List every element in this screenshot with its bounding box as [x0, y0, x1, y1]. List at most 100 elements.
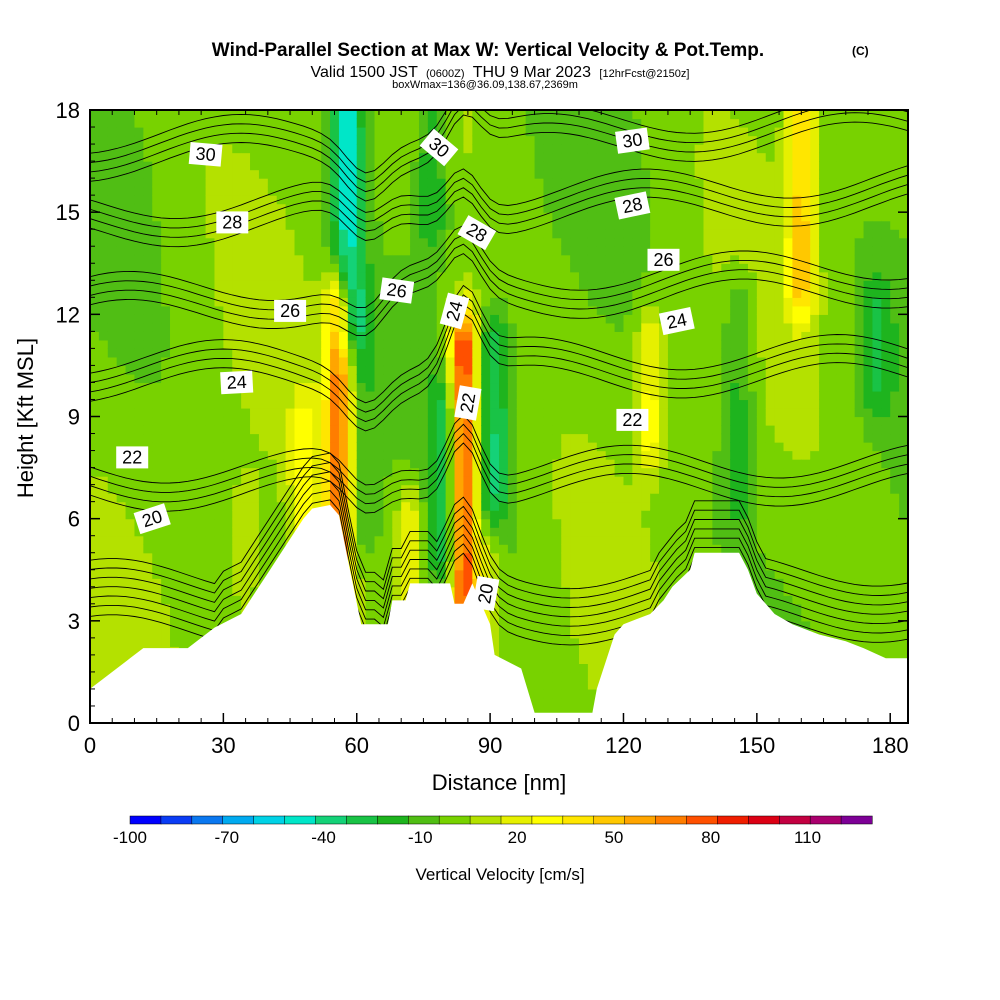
velocity-cell — [570, 552, 580, 562]
velocity-cell — [125, 186, 136, 196]
velocity-cell — [365, 544, 376, 554]
velocity-cell — [116, 169, 127, 179]
velocity-cell — [641, 322, 651, 332]
velocity-cell — [187, 322, 198, 332]
velocity-cell — [392, 305, 402, 315]
velocity-cell — [321, 297, 331, 307]
velocity-cell — [347, 382, 358, 392]
velocity-cell — [436, 280, 447, 290]
velocity-cell — [187, 569, 198, 579]
velocity-cell — [516, 229, 527, 239]
velocity-cell — [187, 118, 198, 128]
velocity-cell — [312, 322, 322, 332]
velocity-cell — [499, 501, 509, 511]
velocity-cell — [499, 459, 509, 469]
velocity-cell — [579, 603, 589, 613]
velocity-cell — [214, 518, 224, 528]
velocity-cell — [241, 135, 251, 145]
velocity-cell — [516, 561, 527, 571]
velocity-cell — [445, 263, 456, 273]
velocity-cell — [490, 637, 500, 647]
velocity-cell — [490, 271, 500, 281]
velocity-cell — [570, 390, 580, 401]
velocity-cell — [410, 178, 420, 188]
velocity-cell — [338, 442, 349, 452]
velocity-cell — [659, 373, 669, 384]
velocity-cell — [178, 586, 189, 596]
velocity-cell — [187, 484, 198, 494]
velocity-cell — [463, 442, 473, 452]
velocity-cell — [178, 339, 189, 349]
velocity-cell — [614, 288, 625, 298]
velocity-cell — [534, 407, 545, 418]
velocity-cell — [499, 229, 509, 239]
velocity-cell — [454, 339, 465, 349]
velocity-cell — [659, 237, 669, 247]
velocity-cell — [516, 288, 527, 298]
velocity-cell — [161, 544, 171, 554]
velocity-cell — [543, 161, 553, 171]
velocity-cell — [454, 263, 465, 273]
velocity-cell — [392, 186, 402, 196]
velocity-cell — [205, 603, 216, 613]
velocity-cell — [214, 288, 224, 298]
velocity-cell — [365, 118, 376, 128]
velocity-cell — [312, 433, 322, 443]
velocity-cell — [579, 339, 589, 349]
velocity-cell — [623, 527, 633, 537]
velocity-cell — [605, 382, 616, 392]
velocity-cell — [294, 271, 304, 281]
velocity-cell — [685, 144, 696, 154]
velocity-cell — [561, 646, 571, 656]
velocity-cell — [125, 646, 136, 656]
velocity-cell — [392, 459, 402, 469]
velocity-cell — [392, 399, 402, 409]
velocity-cell — [90, 144, 100, 154]
velocity-cell — [223, 152, 233, 162]
velocity-cell — [401, 382, 411, 392]
velocity-cell — [170, 203, 180, 213]
velocity-cell — [170, 314, 180, 324]
velocity-cell — [561, 331, 571, 341]
velocity-cell — [107, 459, 118, 469]
velocity-cell — [134, 203, 144, 213]
velocity-cell — [267, 501, 278, 511]
velocity-cell — [694, 280, 705, 290]
velocity-cell — [214, 118, 224, 128]
velocity-cell — [285, 220, 296, 230]
velocity-cell — [107, 178, 118, 188]
velocity-cell — [187, 288, 198, 298]
velocity-cell — [499, 390, 509, 401]
velocity-cell — [552, 144, 562, 154]
velocity-cell — [650, 271, 660, 281]
velocity-cell — [410, 161, 420, 171]
velocity-cell — [445, 186, 456, 196]
velocity-cell — [134, 135, 144, 145]
velocity-cell — [587, 433, 598, 443]
velocity-cell — [107, 552, 118, 562]
velocity-cell — [241, 144, 251, 154]
velocity-cell — [596, 280, 607, 290]
velocity-cell — [205, 212, 216, 222]
velocity-cell — [596, 246, 607, 256]
velocity-cell — [232, 280, 242, 290]
velocity-cell — [587, 442, 598, 452]
velocity-cell — [232, 339, 242, 349]
velocity-cell — [90, 195, 100, 205]
velocity-cell — [374, 254, 385, 264]
velocity-cell — [641, 527, 651, 537]
velocity-cell — [632, 356, 642, 367]
velocity-cell — [552, 280, 562, 290]
velocity-cell — [596, 654, 607, 664]
velocity-cell — [632, 569, 642, 579]
velocity-cell — [632, 527, 642, 537]
velocity-cell — [98, 110, 109, 120]
velocity-cell — [374, 220, 385, 230]
velocity-cell — [410, 467, 420, 477]
velocity-cell — [374, 450, 385, 460]
velocity-cell — [641, 399, 651, 409]
velocity-cell — [401, 178, 411, 188]
velocity-cell — [561, 263, 571, 273]
velocity-cell — [472, 373, 482, 384]
velocity-cell — [205, 467, 216, 477]
